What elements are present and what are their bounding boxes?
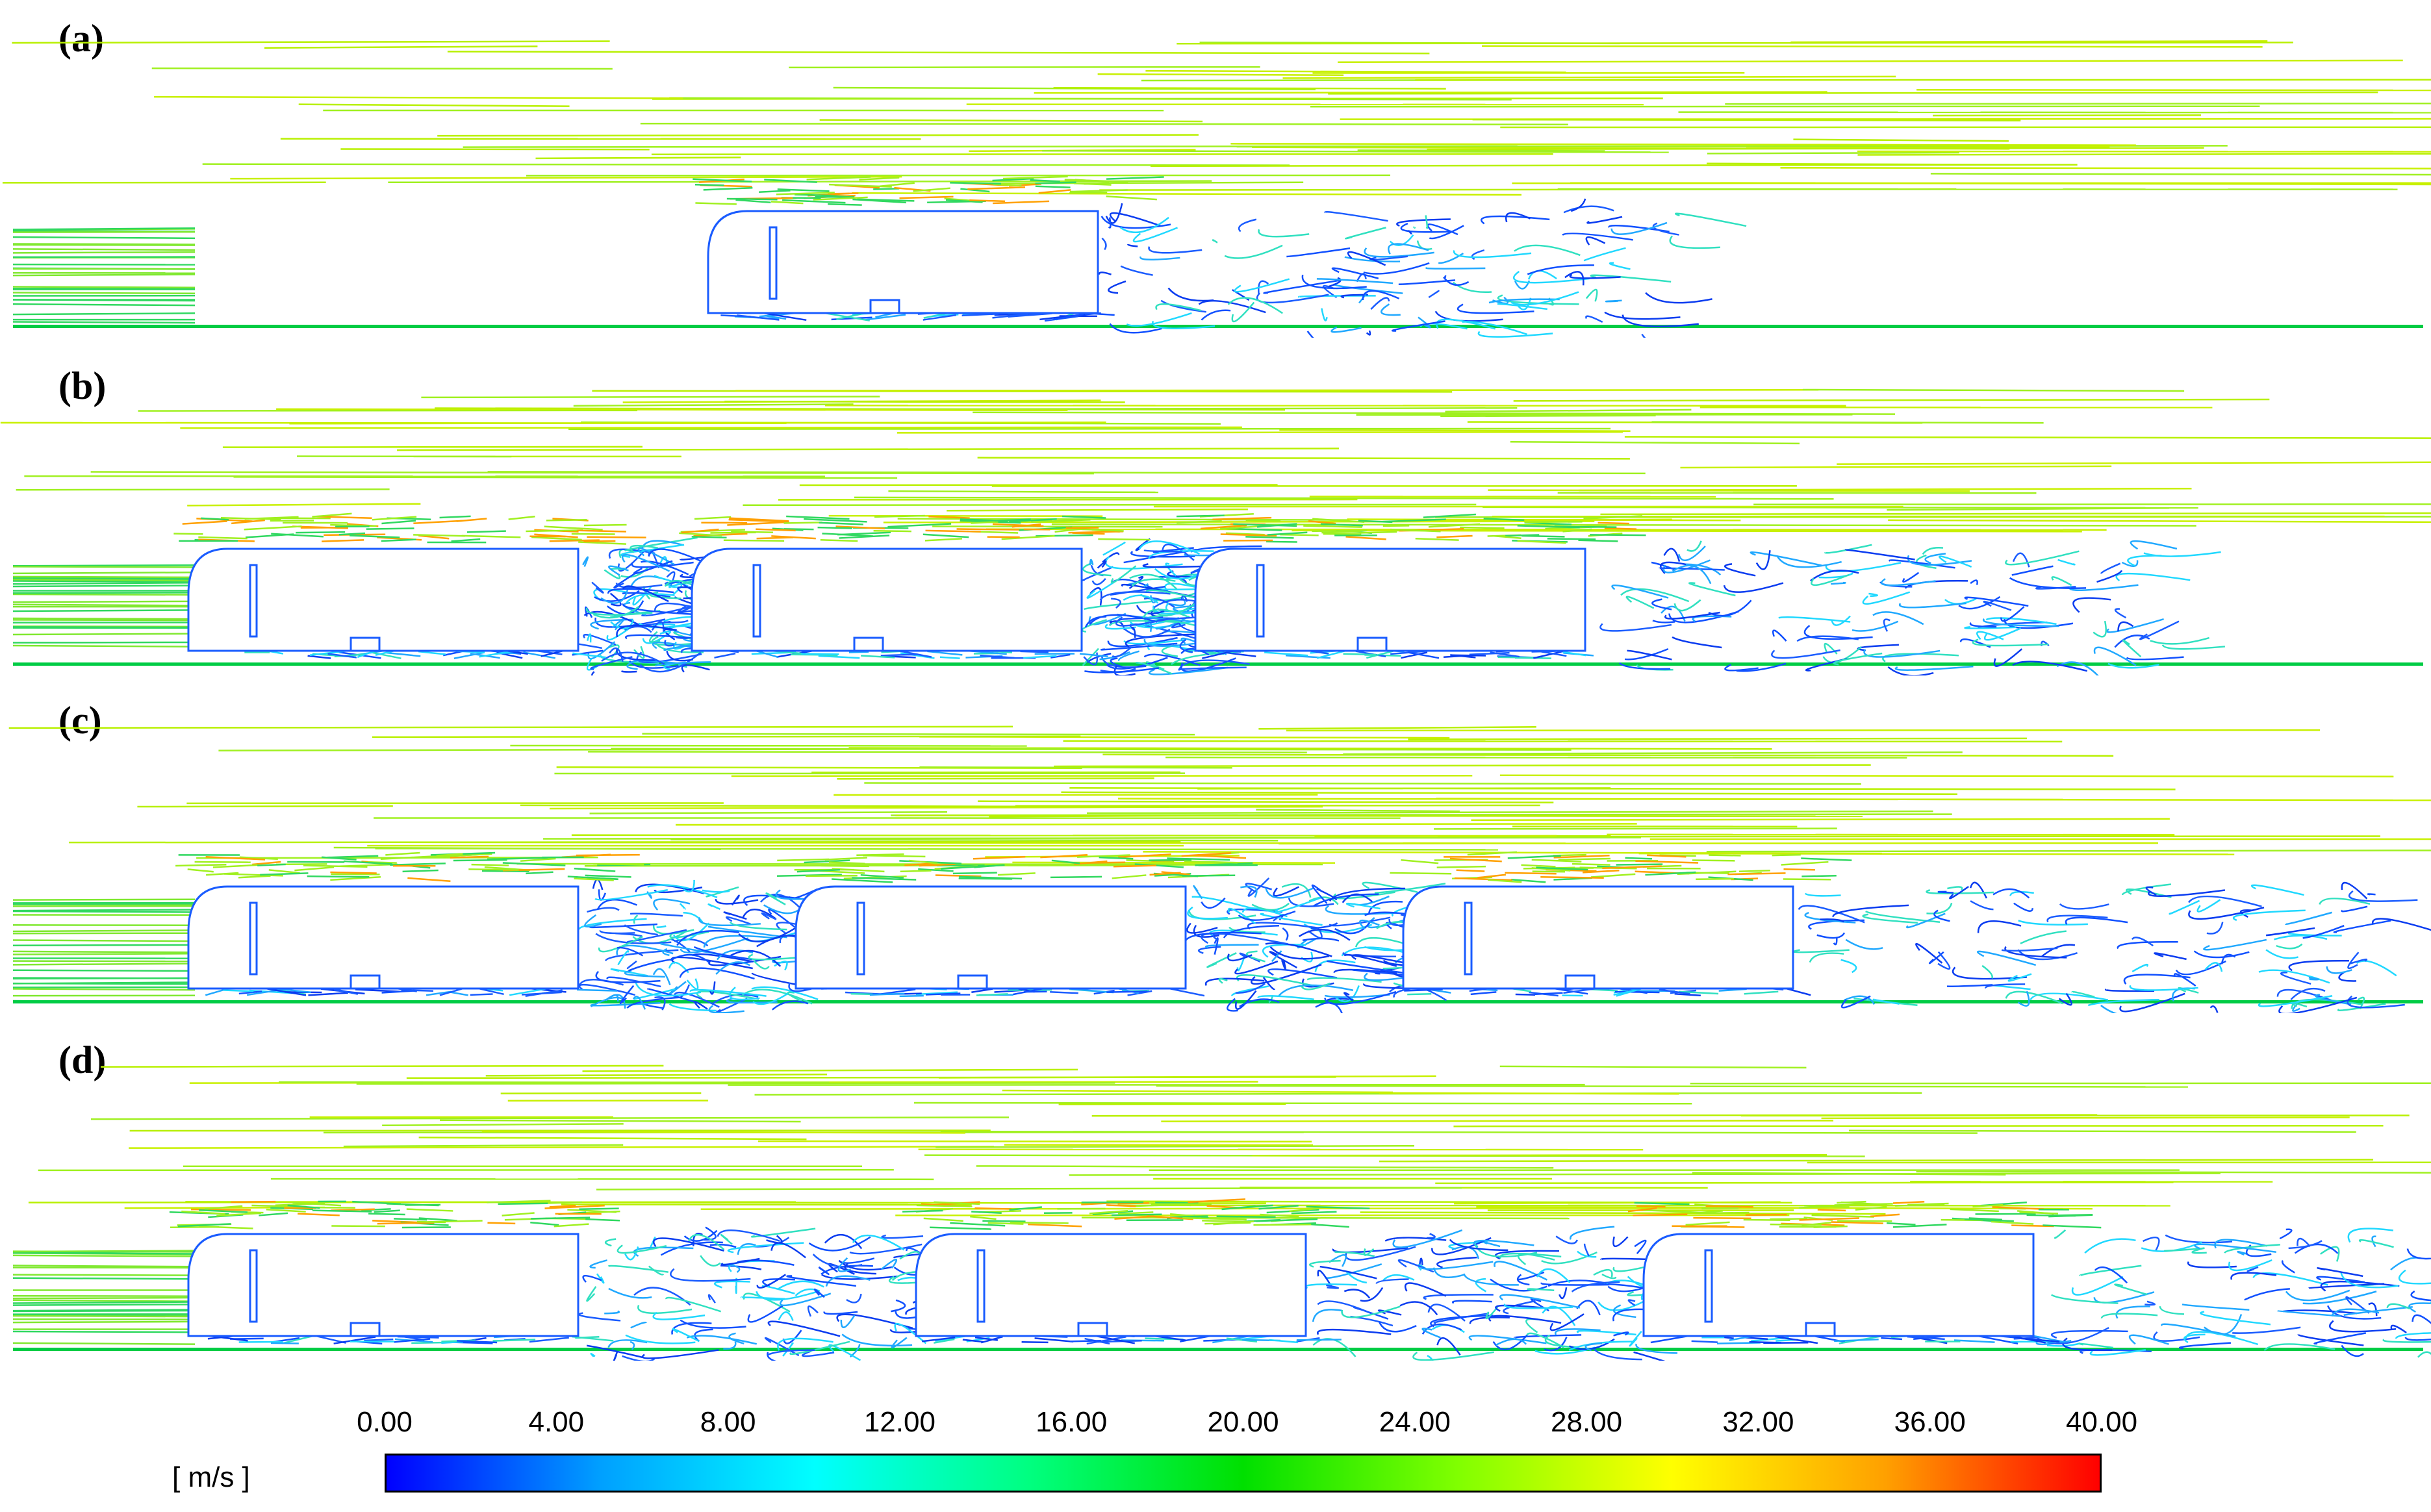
panel-a-label: (a) xyxy=(58,17,104,60)
velocity-colorbar xyxy=(385,1454,2102,1493)
vehicle-body xyxy=(691,548,1083,652)
colorbar-tick-label: 40.00 xyxy=(2065,1406,2138,1438)
vehicle-body xyxy=(1194,548,1586,652)
colorbar-tick-label: 28.00 xyxy=(1551,1406,1623,1438)
colorbar-tick-label: 36.00 xyxy=(1894,1406,1966,1438)
vehicle-body xyxy=(187,1233,579,1337)
colorbar-tick-label: 12.00 xyxy=(863,1406,935,1438)
colorbar-tick-label: 4.00 xyxy=(528,1406,585,1438)
panel-b-label: (b) xyxy=(58,364,107,407)
panel-d-flowfield xyxy=(12,1065,2431,1361)
panel-c-label: (c) xyxy=(58,699,102,742)
panel-a-flowfield xyxy=(2,40,2431,338)
vehicle-body xyxy=(915,1233,1307,1337)
colorbar-tick-label: 16.00 xyxy=(1036,1406,1108,1438)
vehicle-body xyxy=(187,885,579,990)
panel-c-flowfield xyxy=(8,725,2431,1013)
colorbar-tick-label: 8.00 xyxy=(700,1406,756,1438)
colorbar-tick-label: 0.00 xyxy=(357,1406,413,1438)
colorbar-tick-label: 20.00 xyxy=(1207,1406,1279,1438)
vehicle-body xyxy=(795,885,1187,990)
vehicle-body xyxy=(707,210,1099,314)
vehicle-body xyxy=(187,548,579,652)
panel-b-flowfield xyxy=(0,388,2431,675)
colorbar-tick-label: 24.00 xyxy=(1379,1406,1451,1438)
vehicle-body xyxy=(1402,885,1794,990)
panel-d-label: (d) xyxy=(58,1039,107,1081)
velocity-unit-label: [ m/s ] xyxy=(172,1461,250,1493)
colorbar-tick-label: 32.00 xyxy=(1722,1406,1794,1438)
vehicle-body xyxy=(1642,1233,2035,1337)
